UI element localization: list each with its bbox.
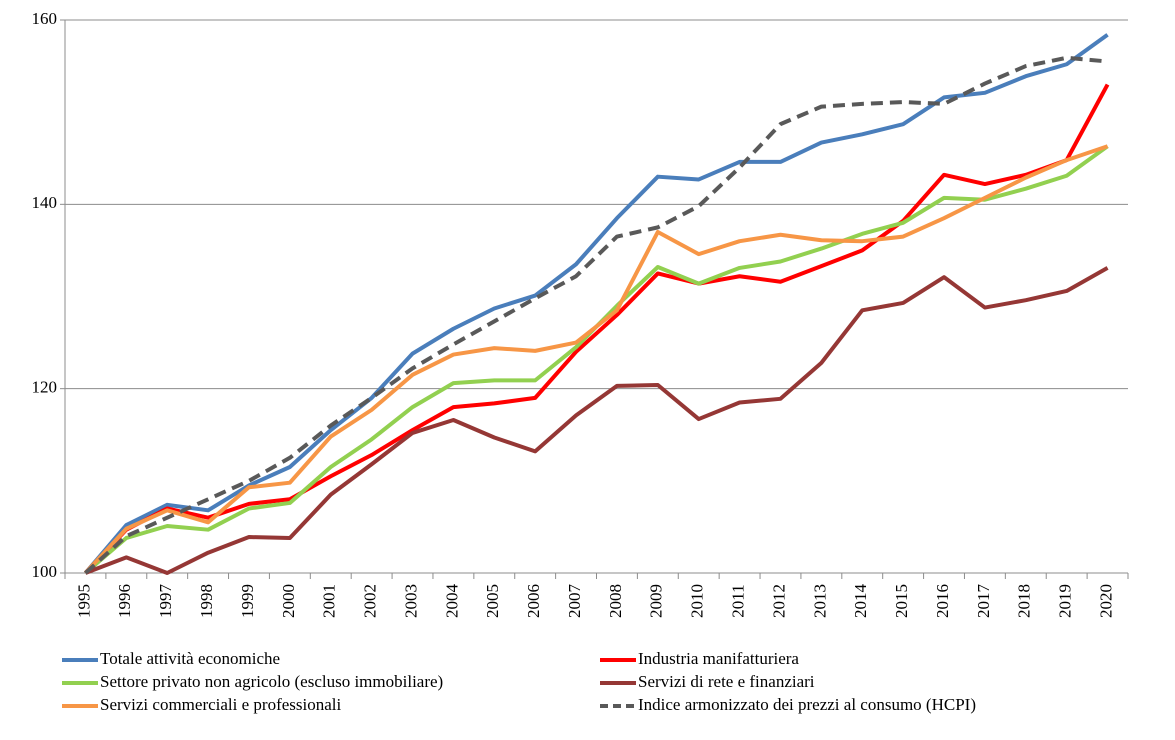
series-line	[84, 266, 1109, 575]
x-tick-label: 1995	[74, 584, 93, 618]
x-tick-label: 2007	[565, 584, 584, 619]
x-tick-label: 2002	[361, 584, 380, 618]
x-tick-label: 2013	[810, 584, 829, 618]
legend-label: Servizi di rete e finanziari	[638, 672, 815, 691]
x-tick-label: 2015	[892, 584, 911, 618]
x-tick-label: 2009	[647, 584, 666, 618]
legend-label: Industria manifatturiera	[638, 649, 799, 668]
x-tick-label: 2003	[401, 584, 420, 618]
legend-label: Settore privato non agricolo (escluso im…	[100, 672, 443, 691]
series-line	[83, 33, 1109, 575]
x-tick-label: 1999	[238, 584, 257, 618]
x-tick-label: 2020	[1096, 584, 1115, 618]
legend-label: Servizi commerciali e professionali	[100, 695, 341, 714]
x-tick-label: 1996	[115, 584, 134, 618]
y-tick-label: 140	[32, 193, 58, 212]
legend-label: Indice armonizzato dei prezzi al consumo…	[638, 695, 976, 714]
x-tick-label: 1997	[156, 584, 175, 619]
series-line	[83, 144, 1109, 575]
x-tick-label: 2012	[769, 584, 788, 618]
x-tick-label: 2014	[851, 584, 870, 619]
x-tick-label: 2004	[442, 584, 461, 619]
x-tick-label: 2006	[524, 584, 543, 618]
x-tick-label: 2016	[933, 584, 952, 618]
x-tick-label: 2008	[606, 584, 625, 618]
y-tick-label: 120	[32, 378, 58, 397]
x-tick-label: 2000	[279, 584, 298, 618]
x-tick-label: 1998	[197, 584, 216, 618]
y-tick-label: 100	[32, 562, 58, 581]
y-tick-label: 160	[32, 9, 58, 28]
x-tick-label: 2005	[483, 584, 502, 618]
x-tick-label: 2019	[1056, 584, 1075, 618]
series-line	[84, 55, 1108, 575]
x-tick-label: 2010	[688, 584, 707, 618]
x-tick-label: 2001	[320, 584, 339, 618]
x-tick-label: 2011	[729, 584, 748, 617]
x-tick-label: 2018	[1015, 584, 1034, 618]
x-tick-label: 2017	[974, 584, 993, 619]
series-line	[83, 83, 1110, 575]
legend-label: Totale attività economiche	[100, 649, 280, 668]
